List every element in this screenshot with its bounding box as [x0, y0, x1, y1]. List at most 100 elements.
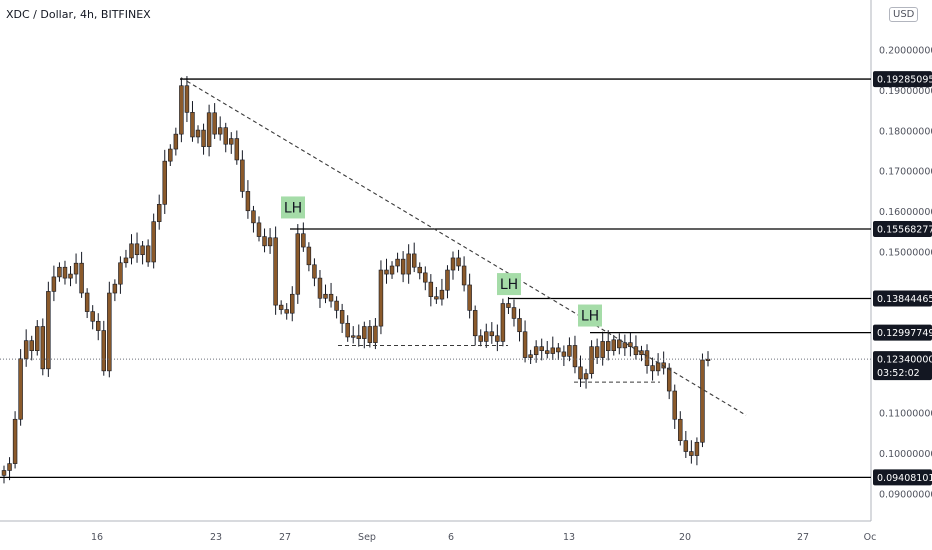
countdown-text: 03:52:02 [877, 368, 920, 379]
candle-body [583, 373, 589, 380]
candle-body [533, 346, 539, 356]
candle-body [666, 367, 672, 392]
candle-body [240, 159, 245, 192]
candles [1, 76, 711, 484]
candle-body [345, 322, 350, 338]
candle-body [339, 310, 345, 324]
candle-body [672, 390, 677, 420]
candle-body [229, 138, 234, 145]
candle-body [445, 269, 450, 291]
candle-body [367, 326, 373, 343]
x-tick-label: 16 [91, 532, 103, 543]
candle-body [650, 365, 655, 372]
candle-body [633, 346, 639, 356]
y-tick-label: 0.17000000 [879, 167, 932, 178]
candle-body [578, 366, 583, 380]
candle-body [484, 331, 489, 342]
lh-badge [281, 196, 305, 219]
level-price-label [873, 220, 932, 237]
candle-body [384, 269, 389, 275]
candle-body [212, 112, 217, 135]
candle-body [251, 210, 256, 224]
candle-body [528, 354, 533, 358]
candle-body [434, 296, 439, 300]
candle-body [406, 253, 411, 275]
candle-body [273, 237, 278, 306]
y-tick-label: 0.20000000 [879, 46, 932, 57]
candle-body [495, 335, 500, 342]
candle-body [234, 138, 240, 161]
candle-body [107, 292, 112, 372]
candle-body [284, 309, 289, 314]
candle-body [118, 262, 123, 285]
candle-body [101, 330, 107, 372]
lh-label: LH [284, 200, 302, 216]
time-axis: 16 23 27 Sep 6 13 20 27 Oc [91, 532, 876, 543]
candle-body [312, 264, 317, 279]
candle-body [1, 470, 7, 476]
candle-body [683, 440, 689, 452]
candle-body [73, 262, 79, 275]
candle-body [328, 293, 334, 302]
y-tick-label: 0.11000000 [879, 409, 932, 420]
candle-body [522, 331, 528, 358]
candle-body [190, 112, 195, 138]
candle-body [517, 318, 522, 333]
candle-body [201, 129, 206, 147]
candle-body [301, 233, 306, 248]
x-tick-label: 6 [448, 532, 454, 543]
candle-body [400, 258, 406, 275]
candle-body [395, 258, 400, 267]
current-price-label [873, 351, 932, 381]
candle-body [217, 127, 223, 135]
candle-body [700, 359, 705, 443]
candle-body [57, 266, 62, 278]
lh-label: LH [500, 277, 518, 293]
candle-body [96, 320, 101, 331]
candle-body [605, 341, 611, 351]
candle-body [278, 304, 284, 310]
candle-body [600, 341, 605, 358]
candle-body [423, 272, 428, 283]
candle-body [478, 335, 483, 342]
candle-body [323, 293, 328, 299]
y-tick-label: 0.10000000 [879, 449, 932, 460]
candle-body [317, 277, 323, 299]
candle-body [511, 307, 517, 319]
currency-badge[interactable]: USD [889, 7, 919, 22]
level-price-text: 0.15568277 [877, 224, 932, 235]
candle-body [389, 265, 395, 275]
candle-body [567, 345, 572, 357]
candle-body [417, 266, 422, 274]
candle-body [256, 222, 262, 237]
candle-body [550, 347, 556, 354]
candle-body [267, 237, 273, 247]
candle-body [351, 335, 356, 338]
candle-body [334, 300, 339, 311]
candle-body [628, 342, 633, 347]
candle-body [35, 326, 40, 351]
candle-body [472, 310, 478, 337]
candle-body [145, 245, 151, 263]
current-price-text: 0.12340000 [877, 355, 932, 366]
candle-body [262, 236, 267, 247]
candle-body [195, 129, 201, 138]
candle-body [295, 233, 301, 295]
candle-body [162, 160, 167, 205]
x-tick-label: 20 [679, 532, 691, 543]
candle-body [639, 350, 644, 356]
candle-body [373, 325, 378, 343]
candle-body [112, 283, 118, 294]
candle-body [79, 262, 84, 294]
lh-label: LH [581, 309, 599, 325]
candle-body [12, 418, 18, 464]
candle-body [51, 276, 57, 292]
candle-body [18, 358, 23, 420]
trendline-dashed [180, 77, 747, 416]
x-tick-label: Sep [358, 532, 376, 543]
candle-body [168, 148, 173, 162]
candle-body [179, 85, 184, 135]
price-axis: 0.20000000 0.19000000 0.18000000 0.17000000… [873, 46, 932, 500]
x-tick-label: Oc [864, 532, 877, 543]
